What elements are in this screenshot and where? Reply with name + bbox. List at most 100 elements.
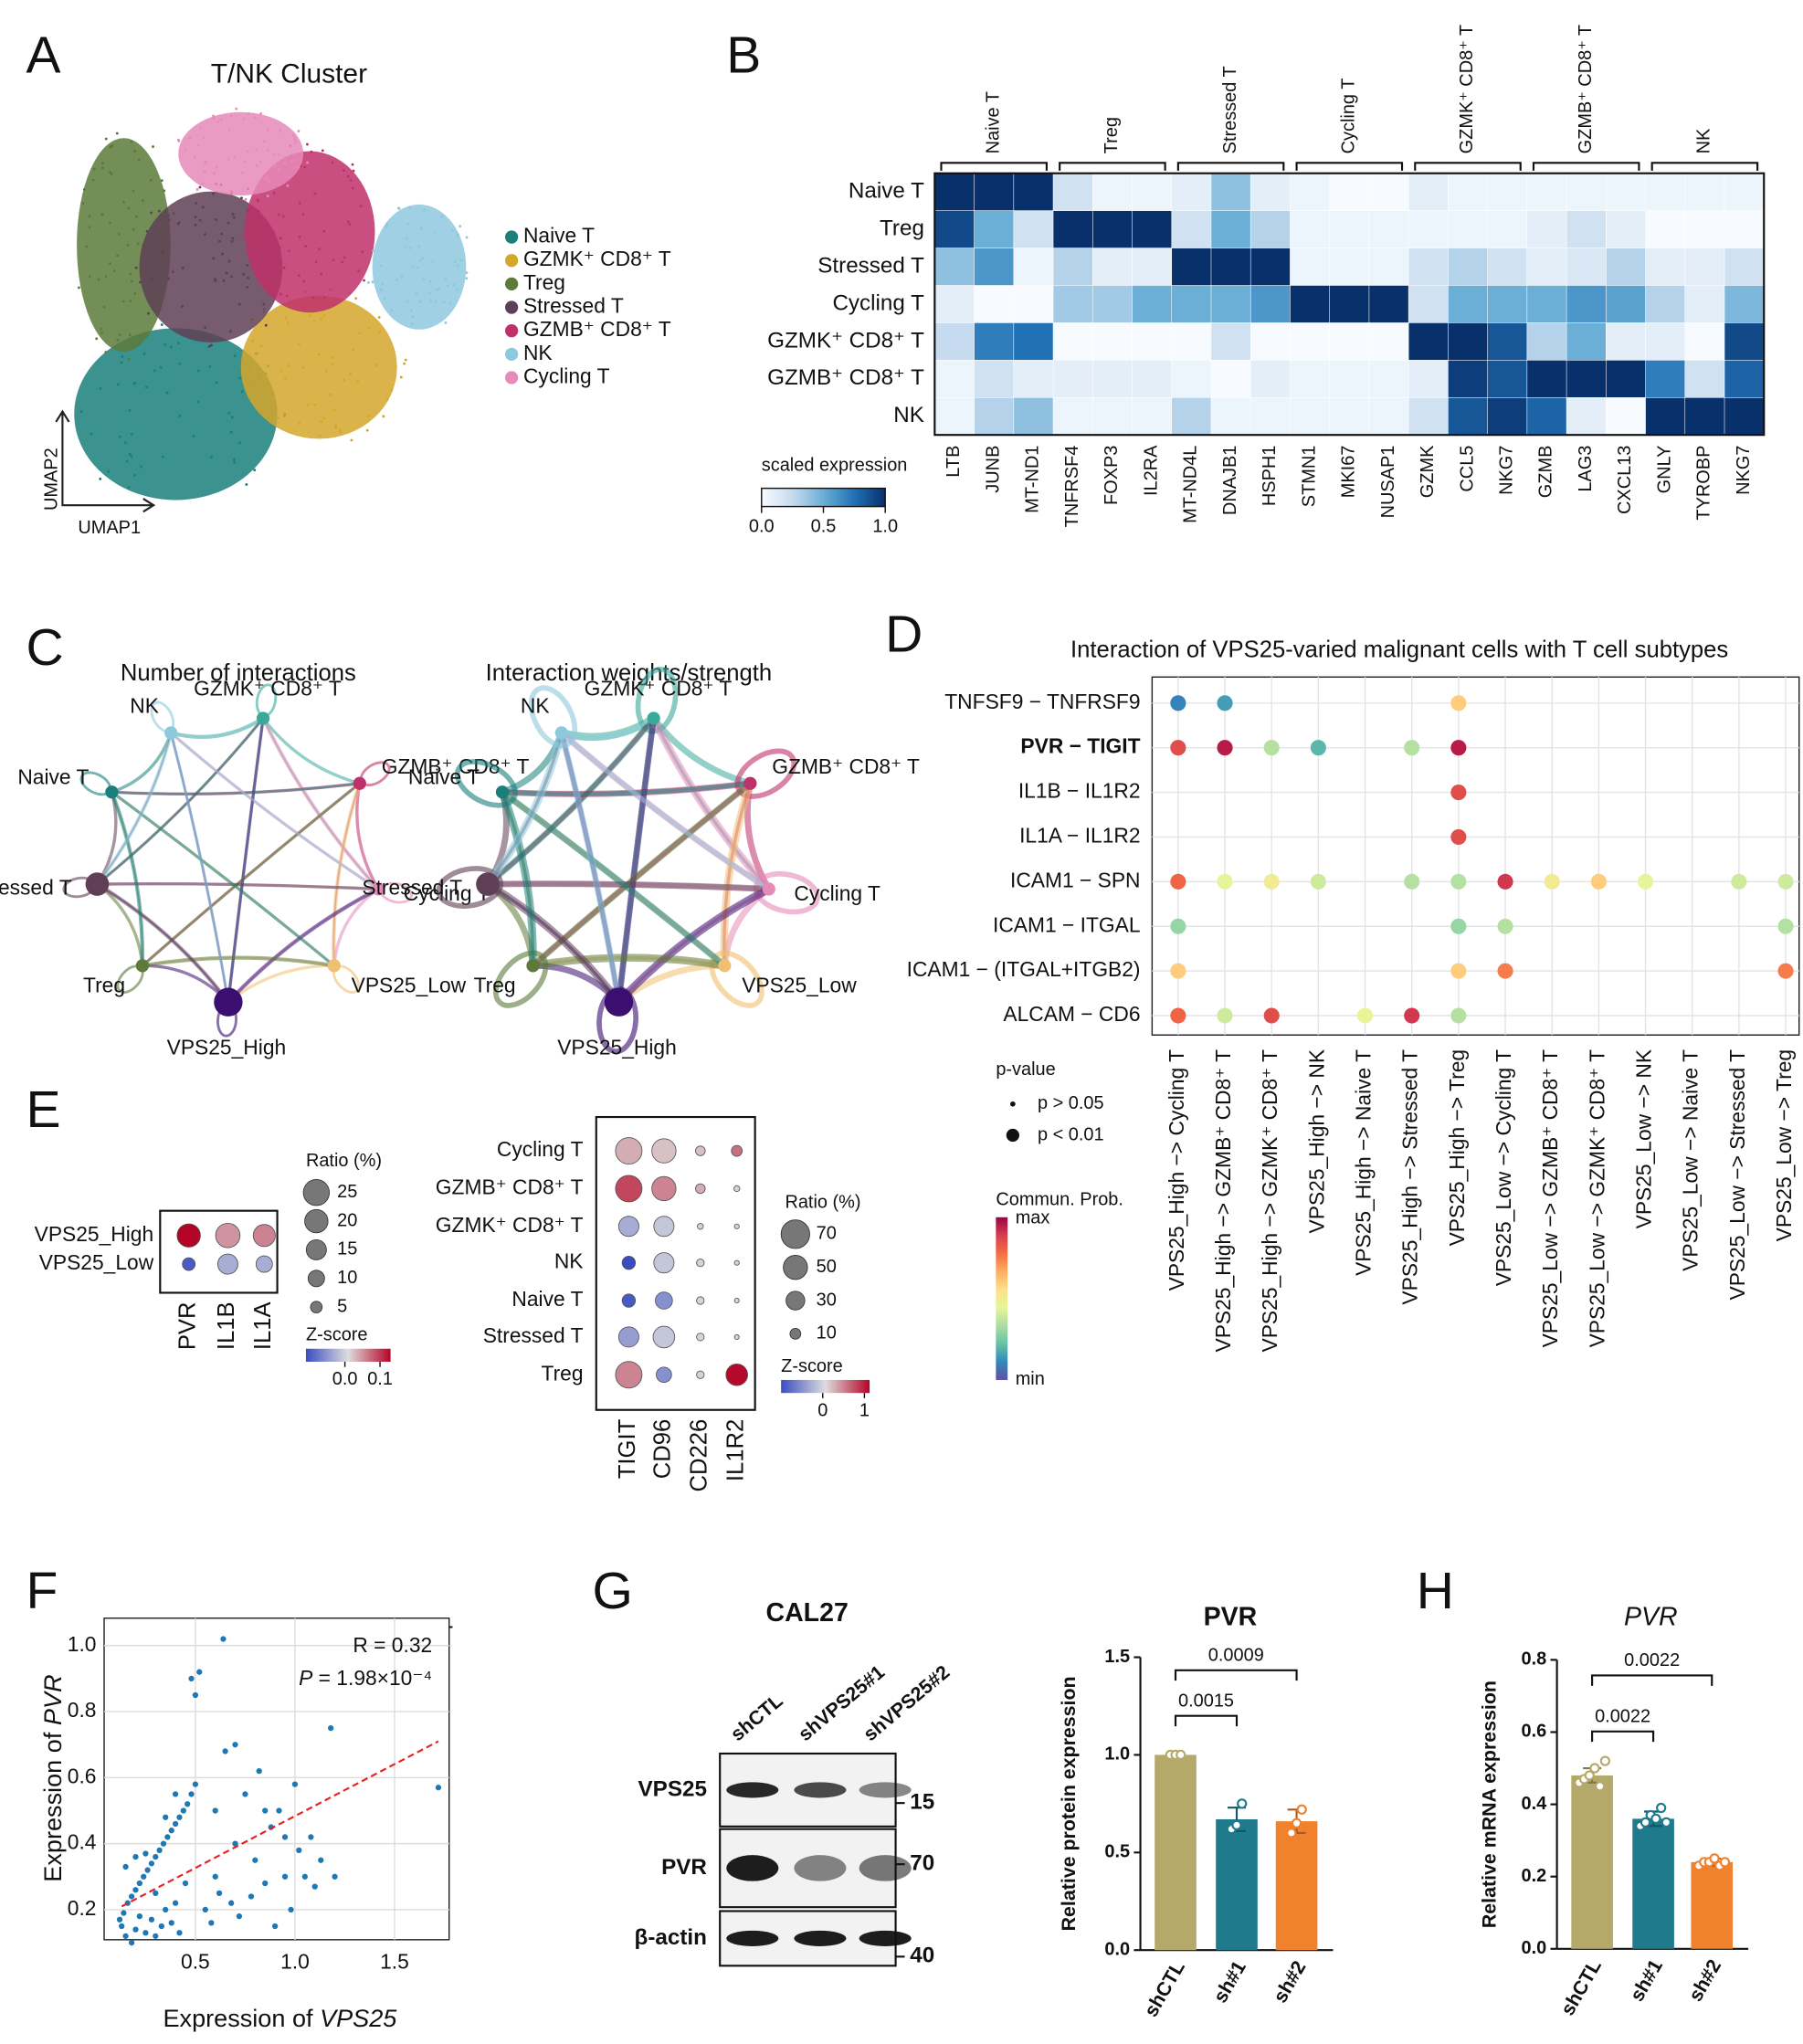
umap-cell [209,343,213,347]
umap-cell [227,158,230,161]
interaction-dot [1450,828,1467,846]
interaction-dot [1777,963,1794,979]
expression-dot [731,1144,743,1157]
umap-cell [332,258,335,262]
umap-cell [176,342,180,345]
umap-cell [406,222,410,226]
umap-cell [194,216,197,218]
umap-cell [321,149,324,153]
column-label: TNFRSF4 [1062,446,1082,528]
umap-cell [322,296,326,299]
umap-cell [322,229,326,233]
umap-cell [283,376,287,380]
umap-cell [385,222,388,226]
scatter-point [121,1910,127,1916]
umap-cell [263,140,266,143]
umap-cell [238,441,241,445]
expression-dot [621,1255,637,1270]
chart-title: PVR [1204,1602,1258,1631]
umap-cell [99,387,102,390]
umap-cell [290,159,293,163]
umap-cell [246,150,249,153]
interaction-dot [1450,873,1467,890]
legend-dot [1010,1101,1016,1107]
column-label: PVR [174,1301,200,1350]
heatmap-cell [1724,173,1765,212]
umap-cell [465,271,469,275]
legend-swatch [505,324,519,338]
umap-cell [100,327,102,331]
heatmap-cell [974,210,1015,249]
umap-cell [343,256,346,259]
umap-cell [263,224,267,227]
umap-cell [266,176,269,179]
legend-label: 25 [337,1182,357,1202]
scatter-point [148,1860,155,1867]
group-label: GZMB⁺ CD8⁺ T [1576,25,1596,153]
heatmap-cell [1290,322,1331,362]
heatmap-cell [1210,396,1251,436]
umap-cell [444,278,448,281]
umap-cell [120,361,123,364]
colorbar [996,1217,1008,1380]
umap-cell [351,163,354,166]
replicate-point [1650,1813,1661,1825]
y-tick-label: 0.5 [1104,1842,1130,1862]
umap-cell [81,201,85,205]
heatmap-cell [1171,396,1212,436]
panel-letter: D [885,606,923,664]
umap-cell [129,272,132,276]
row-label: Cycling T [832,290,924,315]
heatmap-cell [1684,322,1725,362]
umap-cell [176,222,180,226]
x-tick-label: sh#1 [1209,1957,1250,2007]
umap-cell [212,192,215,195]
heatmap-cell [1368,396,1409,436]
scatter-point [276,1807,282,1814]
umap-cell [287,363,290,367]
interaction-dot [1497,918,1513,934]
scatter-point [142,1930,149,1936]
umap-cell [332,408,336,411]
interaction-dot [1404,1007,1420,1024]
expression-dot [696,1259,705,1268]
expression-dot [656,1366,672,1384]
umap-cell [235,107,238,111]
self-loop [436,866,504,909]
colorbar [305,1348,391,1362]
heatmap-cell [1132,360,1173,398]
heatmap-cell [1606,285,1647,324]
umap-cell [130,279,133,283]
row-label: IL1A − IL1R2 [1019,823,1140,847]
heatmap-cell [1210,285,1251,324]
umap-cell [189,136,193,140]
umap-cell [285,294,289,298]
umap-cell [233,458,236,461]
umap-cell [395,278,399,281]
column-label: NKG7 [1496,446,1516,495]
heatmap-cell [1132,285,1173,324]
replicate-point [1589,1763,1600,1774]
scatter-point [168,1828,174,1834]
heatmap-cell [1013,322,1054,362]
network-node [743,776,757,790]
group-label: GZMK⁺ CD8⁺ T [1457,25,1477,153]
heatmap-cell [1448,396,1489,436]
umap-cell [124,441,127,445]
umap-cell [242,117,246,121]
replicate-point [1640,1817,1651,1828]
network-node [353,776,366,790]
umap-cell [88,275,91,279]
scatter-point [202,1906,208,1913]
umap-cell [346,174,350,178]
heatmap-cell [1329,322,1370,362]
umap-cell [133,150,136,153]
umap-cell [352,348,354,352]
row-label: PVR − TIGIT [1020,734,1140,758]
node-label: Cycling T [794,881,880,905]
significance-bracket [1174,1714,1239,1727]
group-bracket [1532,162,1640,171]
heatmap-cell [1645,322,1686,362]
heatmap-cell [1606,322,1647,362]
interaction-dot [1731,873,1747,890]
